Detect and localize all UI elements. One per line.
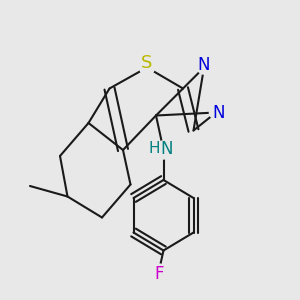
Text: F: F bbox=[154, 265, 164, 283]
Circle shape bbox=[197, 61, 211, 74]
Text: N: N bbox=[213, 103, 225, 122]
Text: N: N bbox=[161, 140, 173, 158]
Text: H: H bbox=[148, 141, 160, 156]
Circle shape bbox=[152, 264, 166, 277]
Text: N: N bbox=[198, 56, 210, 74]
Circle shape bbox=[154, 141, 172, 159]
Circle shape bbox=[140, 60, 154, 75]
Circle shape bbox=[209, 106, 223, 119]
Text: S: S bbox=[141, 54, 153, 72]
